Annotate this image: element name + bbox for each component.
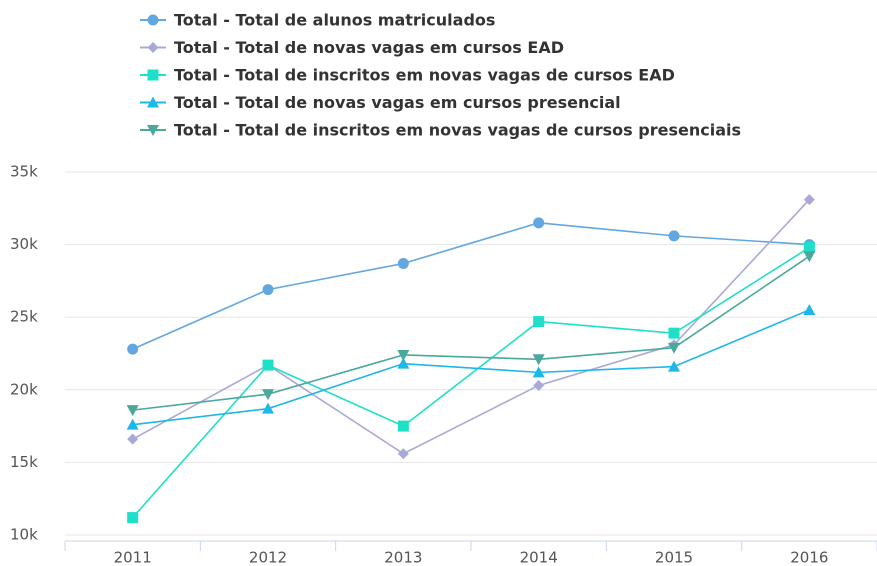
series-line bbox=[132, 309, 810, 426]
data-point bbox=[803, 194, 815, 206]
series-line bbox=[132, 222, 810, 350]
data-point bbox=[668, 342, 680, 354]
series-line bbox=[132, 246, 810, 519]
data-point bbox=[262, 359, 274, 371]
y-tick-label: 35k bbox=[10, 163, 38, 181]
legend-marker bbox=[147, 69, 159, 81]
y-tick-label: 20k bbox=[10, 380, 38, 398]
data-point bbox=[803, 251, 816, 263]
legend-label: Total - Total de inscritos em novas vaga… bbox=[174, 66, 675, 85]
legend-label: Total - Total de novas vagas em cursos p… bbox=[174, 93, 621, 112]
data-point bbox=[803, 242, 815, 254]
legend-marker bbox=[147, 125, 159, 136]
data-point bbox=[127, 343, 139, 355]
data-point bbox=[668, 327, 680, 339]
data-point bbox=[803, 303, 816, 315]
data-point bbox=[397, 349, 410, 361]
data-point bbox=[397, 420, 409, 432]
legend-marker bbox=[147, 14, 159, 26]
legend-marker bbox=[147, 96, 159, 108]
data-point bbox=[668, 230, 680, 242]
data-point bbox=[126, 418, 139, 430]
data-point bbox=[533, 379, 545, 391]
data-point bbox=[397, 357, 410, 369]
data-point bbox=[397, 257, 409, 269]
data-point bbox=[127, 512, 139, 524]
data-point bbox=[533, 316, 545, 328]
legend-label: Total - Total de novas vagas em cursos E… bbox=[174, 38, 564, 57]
x-tick-label: 2013 bbox=[384, 549, 422, 566]
x-tick-label: 2016 bbox=[790, 549, 828, 566]
x-tick-label: 2011 bbox=[114, 549, 152, 566]
data-point bbox=[127, 433, 139, 445]
x-tick-label: 2012 bbox=[249, 549, 287, 566]
data-point bbox=[532, 366, 545, 378]
data-point bbox=[126, 405, 139, 417]
data-point bbox=[532, 354, 545, 366]
legend-label: Total - Total de inscritos em novas vaga… bbox=[174, 121, 741, 140]
data-point bbox=[262, 389, 274, 401]
data-point bbox=[262, 284, 274, 296]
x-tick-label: 2015 bbox=[655, 549, 693, 566]
data-point bbox=[668, 360, 680, 372]
x-tick-label: 2014 bbox=[520, 549, 558, 566]
y-tick-label: 25k bbox=[10, 308, 38, 326]
data-point bbox=[262, 402, 274, 414]
series-line bbox=[132, 255, 810, 411]
legend-marker bbox=[147, 42, 159, 53]
y-tick-label: 10k bbox=[10, 526, 38, 544]
data-point bbox=[397, 448, 409, 460]
y-tick-label: 30k bbox=[10, 235, 38, 253]
y-tick-label: 15k bbox=[10, 453, 38, 471]
series-line bbox=[132, 199, 810, 455]
data-point bbox=[533, 217, 545, 229]
legend-label: Total - Total de alunos matriculados bbox=[174, 11, 495, 30]
